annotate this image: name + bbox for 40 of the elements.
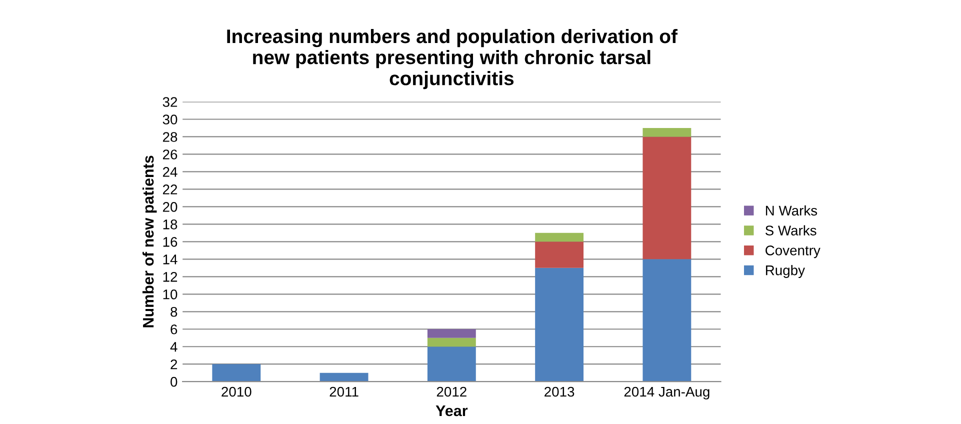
x-tick-label: 2013	[544, 386, 574, 397]
y-axis-title: Number of new patients	[142, 156, 157, 328]
x-tick-label: 2014 Jan-Aug	[624, 386, 710, 400]
bar	[642, 259, 692, 382]
bar	[535, 242, 584, 268]
legend-label: S Warks	[765, 225, 816, 236]
y-tick-label: 4	[170, 342, 178, 352]
y-tick-label: 28	[162, 132, 178, 142]
x-axis-title: Year	[436, 406, 468, 416]
y-tick-label: 0	[170, 376, 178, 387]
y-tick-label: 10	[163, 289, 178, 300]
y-tick-label: 8	[170, 306, 178, 317]
y-tick-label: 18	[163, 220, 178, 230]
bar	[642, 136, 692, 260]
bar	[642, 128, 692, 137]
bar	[427, 346, 476, 382]
legend-label: N Warks	[766, 205, 818, 216]
bar	[535, 268, 584, 382]
x-tick-label: 2012	[436, 386, 466, 397]
y-tick-label: 26	[162, 150, 178, 160]
y-tick-label: 2	[170, 359, 178, 370]
y-tick-label: 32	[162, 97, 178, 107]
y-tick-label: 24	[162, 167, 178, 177]
bar	[212, 364, 261, 382]
y-tick-label: 6	[170, 324, 178, 334]
y-tick-label: 30	[162, 114, 178, 124]
bar	[535, 232, 584, 242]
y-tick-label: 20	[162, 202, 178, 212]
y-tick-label: 22	[162, 184, 178, 194]
legend-label: Coventry	[766, 246, 820, 258]
bar	[427, 338, 476, 347]
legend-label: Rugby	[766, 265, 805, 278]
chart-title: Increasing numbers and population derivation of new patients presenting with chronic tarsal conjunctivitis	[227, 28, 678, 90]
y-tick-label: 16	[163, 237, 178, 247]
x-tick-label: 2010	[222, 386, 252, 397]
x-tick-label: 2011	[330, 386, 358, 397]
bar	[320, 372, 368, 382]
y-tick-label: 12	[163, 272, 178, 282]
bar	[427, 329, 476, 338]
y-tick-label: 14	[163, 254, 178, 264]
